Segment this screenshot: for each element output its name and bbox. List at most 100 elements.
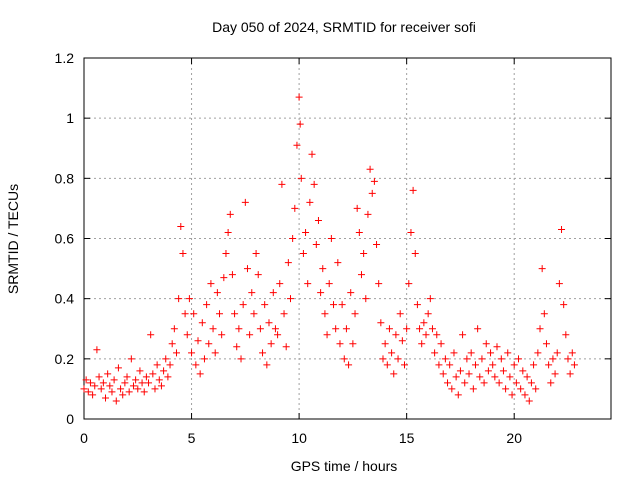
data-point (527, 379, 535, 387)
data-point (422, 331, 430, 339)
data-point (216, 310, 224, 318)
data-point (310, 180, 318, 188)
data-point (495, 379, 503, 387)
data-point (145, 379, 153, 387)
data-point (297, 174, 305, 182)
data-point (407, 228, 415, 236)
data-point (525, 397, 533, 405)
data-point (489, 361, 497, 369)
data-point (504, 349, 512, 357)
data-point (252, 250, 260, 258)
data-point (248, 289, 256, 297)
y-tick-label: 0.8 (55, 170, 75, 186)
data-point (357, 271, 365, 279)
data-point (84, 388, 92, 396)
data-point (295, 93, 303, 101)
data-point (190, 310, 198, 318)
data-point (420, 319, 428, 327)
data-point (119, 391, 127, 399)
data-point (231, 310, 239, 318)
data-point (327, 235, 335, 242)
data-point (323, 331, 331, 339)
data-point (104, 370, 112, 378)
data-point (564, 355, 572, 363)
data-point (502, 385, 510, 393)
data-point (175, 295, 183, 303)
data-point (562, 331, 570, 339)
data-point (110, 376, 118, 384)
data-point (106, 382, 114, 390)
data-point (317, 289, 325, 297)
data-point (519, 367, 527, 375)
data-point (431, 349, 439, 357)
data-point (312, 241, 320, 249)
x-tick-label: 10 (291, 430, 307, 446)
data-point (461, 379, 469, 387)
data-point (558, 225, 566, 233)
data-point (411, 250, 419, 258)
data-point (291, 204, 299, 212)
data-point (237, 355, 245, 363)
data-point (256, 325, 264, 333)
data-point (508, 391, 516, 399)
data-point (220, 274, 228, 282)
data-point (392, 331, 400, 339)
data-point (142, 373, 150, 381)
data-point (172, 349, 180, 357)
data-point (125, 388, 133, 396)
data-point (452, 373, 460, 381)
data-point (304, 280, 312, 288)
data-point (241, 198, 249, 206)
data-point (162, 355, 170, 363)
data-point (207, 280, 215, 288)
data-point (280, 310, 288, 318)
y-tick-label: 0.2 (55, 351, 75, 367)
data-point (160, 367, 168, 375)
data-point (463, 355, 471, 363)
data-point (491, 373, 499, 381)
data-point (267, 340, 275, 348)
data-point (560, 301, 568, 309)
data-point (164, 373, 172, 381)
data-point (441, 355, 449, 363)
data-point (151, 385, 159, 393)
data-point (523, 373, 531, 381)
data-point (433, 331, 441, 339)
data-point (450, 349, 458, 357)
data-point (91, 382, 99, 390)
data-point (471, 361, 479, 369)
data-point (385, 325, 393, 333)
data-point (474, 325, 482, 333)
data-point (536, 325, 544, 333)
data-point (428, 325, 436, 333)
data-point (512, 379, 520, 387)
data-point (469, 385, 477, 393)
data-point (542, 340, 550, 348)
data-point (349, 340, 357, 348)
data-point (375, 280, 383, 288)
data-point (228, 271, 236, 279)
data-point (80, 385, 88, 393)
data-markers (80, 93, 578, 405)
data-point (338, 301, 346, 309)
data-point (401, 361, 409, 369)
data-point (117, 385, 125, 393)
data-point (153, 361, 161, 369)
data-point (390, 370, 398, 378)
data-point (196, 370, 204, 378)
data-point (353, 204, 361, 212)
data-point (95, 373, 103, 381)
data-point (289, 235, 297, 242)
data-point (330, 301, 338, 309)
data-point (538, 265, 546, 273)
data-point (213, 289, 221, 297)
data-point (332, 325, 340, 333)
data-point (271, 325, 279, 333)
data-point (444, 379, 452, 387)
data-point (306, 198, 314, 206)
x-tick-label: 15 (399, 430, 415, 446)
data-point (157, 382, 165, 390)
data-point (510, 361, 518, 369)
data-point (540, 310, 548, 318)
